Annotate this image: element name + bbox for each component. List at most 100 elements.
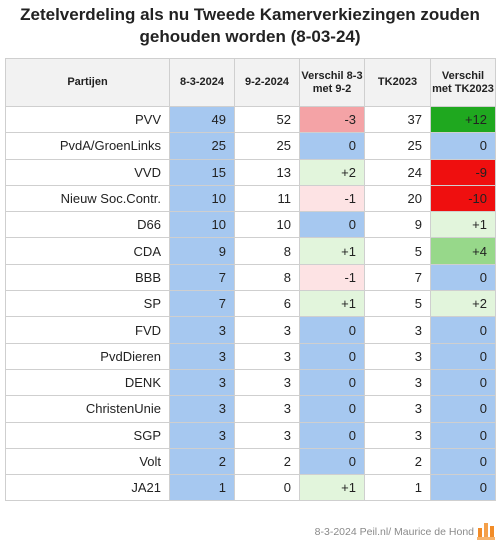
party-cell: PVV [5,105,170,134]
diff-polls-cell: +1 [299,290,365,318]
table-row: PVV 49 52 -3 37 +12 [5,105,496,134]
diff-polls-cell: 0 [299,211,365,239]
poll-9-2-cell: 0 [234,474,300,502]
poll-9-2-cell: 13 [234,158,300,186]
diff-tk2023-cell: 0 [430,132,496,160]
table-row: DENK 3 3 0 3 0 [5,368,496,397]
party-cell: JA21 [5,474,170,502]
title-line-1: Zetelverdeling als nu Tweede Kamerverkie… [20,5,480,24]
diff-polls-cell: 0 [299,342,365,370]
tk2023-cell: 9 [364,211,431,239]
table-row: Nieuw Soc.Contr. 10 11 -1 20 -10 [5,184,496,213]
diff-polls-cell: -1 [299,184,365,213]
diff-tk2023-cell: +4 [430,237,496,265]
header-row: Partijen 8-3-2024 9-2-2024 Verschil 8-3 … [5,58,496,107]
tk2023-cell: 25 [364,132,431,160]
diff-tk2023-cell: +2 [430,290,496,318]
poll-9-2-cell: 3 [234,342,300,370]
table-row: SGP 3 3 0 3 0 [5,421,496,449]
poll-9-2-cell: 6 [234,290,300,318]
poll-8-3-cell: 3 [169,316,235,344]
poll-8-3-cell: 9 [169,237,235,265]
peil-logo-icon [477,523,495,540]
table-row: BBB 7 8 -1 7 0 [5,263,496,292]
diff-tk2023-cell: 0 [430,474,496,502]
party-cell: PvdA/GroenLinks [5,132,170,160]
poll-9-2-cell: 3 [234,316,300,344]
table-row: FVD 3 3 0 3 0 [5,316,496,344]
table-row: PvdDieren 3 3 0 3 0 [5,342,496,370]
diff-polls-cell: 0 [299,132,365,160]
poll-8-3-cell: 25 [169,132,235,160]
poll-9-2-cell: 52 [234,105,300,134]
header-parties: Partijen [5,58,170,107]
party-cell: ChristenUnie [5,395,170,423]
poll-9-2-cell: 3 [234,368,300,397]
table-row: D66 10 10 0 9 +1 [5,211,496,239]
tk2023-cell: 1 [364,474,431,502]
diff-polls-cell: -3 [299,105,365,134]
diff-tk2023-cell: -9 [430,158,496,186]
poll-8-3-cell: 10 [169,184,235,213]
diff-tk2023-cell: 0 [430,368,496,397]
tk2023-cell: 5 [364,237,431,265]
tk2023-cell: 3 [364,421,431,449]
poll-8-3-cell: 3 [169,368,235,397]
table-row: CDA 9 8 +1 5 +4 [5,237,496,265]
poll-9-2-cell: 3 [234,395,300,423]
diff-polls-cell: 0 [299,316,365,344]
diff-tk2023-cell: 0 [430,342,496,370]
party-cell: PvdDieren [5,342,170,370]
tk2023-cell: 5 [364,290,431,318]
tk2023-cell: 7 [364,263,431,292]
diff-polls-cell: 0 [299,447,365,476]
tk2023-cell: 37 [364,105,431,134]
poll-8-3-cell: 7 [169,290,235,318]
header-poll-8-3: 8-3-2024 [169,58,235,107]
diff-tk2023-cell: 0 [430,263,496,292]
diff-polls-cell: +2 [299,158,365,186]
poll-9-2-cell: 10 [234,211,300,239]
party-cell: Volt [5,447,170,476]
diff-tk2023-cell: 0 [430,316,496,344]
poll-8-3-cell: 49 [169,105,235,134]
diff-tk2023-cell: +1 [430,211,496,239]
poll-9-2-cell: 2 [234,447,300,476]
table-row: SP 7 6 +1 5 +2 [5,290,496,318]
chart-title: Zetelverdeling als nu Tweede Kamerverkie… [0,4,500,48]
tk2023-cell: 3 [364,395,431,423]
table-row: JA21 1 0 +1 1 0 [5,474,496,502]
poll-8-3-cell: 10 [169,211,235,239]
poll-9-2-cell: 25 [234,132,300,160]
header-poll-9-2: 9-2-2024 [234,58,300,107]
party-cell: FVD [5,316,170,344]
tk2023-cell: 3 [364,368,431,397]
diff-tk2023-cell: 0 [430,395,496,423]
party-cell: SGP [5,421,170,449]
diff-polls-cell: 0 [299,421,365,449]
poll-8-3-cell: 7 [169,263,235,292]
diff-polls-cell: 0 [299,395,365,423]
diff-polls-cell: 0 [299,368,365,397]
diff-tk2023-cell: -10 [430,184,496,213]
party-cell: SP [5,290,170,318]
table-row: VVD 15 13 +2 24 -9 [5,158,496,186]
seat-distribution-table: Partijen 8-3-2024 9-2-2024 Verschil 8-3 … [5,58,496,502]
poll-8-3-cell: 3 [169,342,235,370]
diff-tk2023-cell: 0 [430,421,496,449]
diff-tk2023-cell: 0 [430,447,496,476]
header-tk2023: TK2023 [364,58,431,107]
poll-9-2-cell: 8 [234,263,300,292]
party-cell: D66 [5,211,170,239]
table-row: Volt 2 2 0 2 0 [5,447,496,476]
poll-8-3-cell: 1 [169,474,235,502]
party-cell: CDA [5,237,170,265]
party-cell: Nieuw Soc.Contr. [5,184,170,213]
title-line-2: gehouden worden (8-03-24) [139,27,361,46]
poll-8-3-cell: 3 [169,421,235,449]
header-diff-polls: Verschil 8-3 met 9-2 [299,58,365,107]
tk2023-cell: 24 [364,158,431,186]
party-cell: BBB [5,263,170,292]
tk2023-cell: 3 [364,316,431,344]
poll-9-2-cell: 3 [234,421,300,449]
